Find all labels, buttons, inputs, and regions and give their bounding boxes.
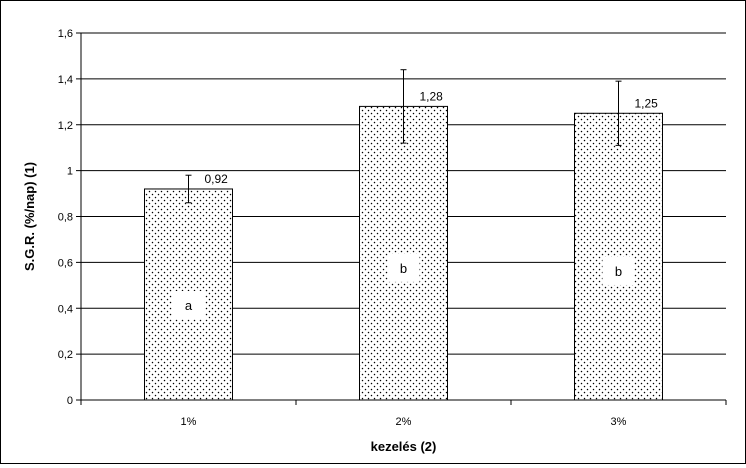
y-tick-label: 1 (67, 166, 73, 178)
axes (76, 32, 727, 405)
y-tick-label: 0,8 (58, 212, 73, 224)
y-tick-label: 0 (67, 395, 73, 407)
data-label: 1,25 (635, 96, 659, 110)
bars (144, 69, 663, 401)
labels: 0 0,2 0,4 0,6 0,8 1 1,2 1,4 1,6 0,92 a 1% 1,28 b 2% 1,2… (58, 28, 658, 428)
x-tick-label: 1% (181, 416, 197, 428)
data-label: 1,28 (420, 89, 444, 103)
x-axis-title: kezelés (2) (371, 439, 437, 454)
x-tick-label: 3% (611, 416, 627, 428)
y-tick-label: 0,2 (58, 349, 73, 361)
significance-letter: b (615, 264, 622, 279)
x-tick-label: 2% (396, 416, 412, 428)
significance-box (602, 256, 635, 285)
significance-box (172, 291, 205, 320)
y-tick-label: 0,6 (58, 257, 73, 269)
significance-box (387, 253, 420, 282)
bar (359, 105, 448, 401)
y-tick-label: 0,4 (58, 303, 73, 315)
y-tick-label: 1,2 (58, 120, 73, 132)
y-tick-label: 1,4 (58, 74, 73, 86)
y-axis-title: S.G.R. (%/nap) (1) (22, 162, 37, 271)
data-label: 0,92 (205, 172, 229, 186)
significance-letter: b (400, 261, 407, 276)
bar (574, 112, 663, 401)
y-tick-label: 1,6 (58, 28, 73, 40)
significance-letter: a (185, 298, 193, 313)
